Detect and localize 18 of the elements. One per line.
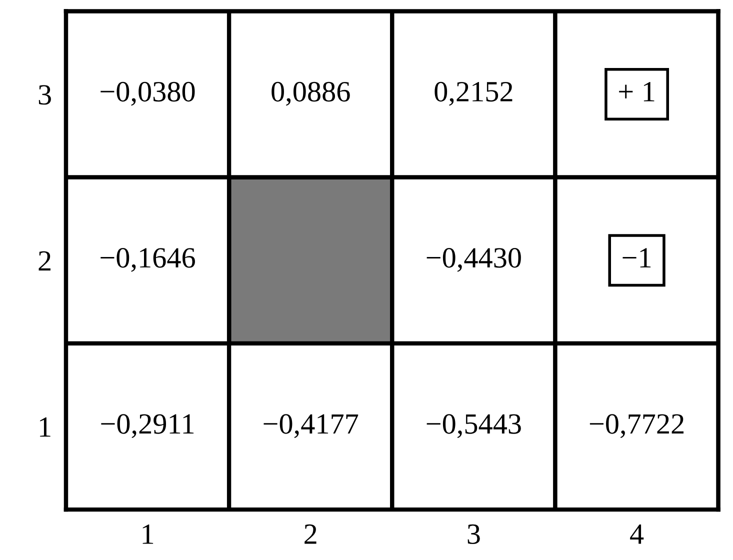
x-tick-label: 3	[468, 524, 480, 544]
data-label: −0,4177	[264, 414, 358, 438]
data-label: −0,4430	[426, 248, 521, 272]
x-tick-label: 2	[304, 524, 316, 544]
data-label: 0,2152	[434, 82, 512, 106]
y-tick-label: 1	[40, 417, 50, 437]
data-label: −0,5443	[426, 414, 521, 438]
data-label: + 1	[619, 82, 654, 102]
data-label: −1	[622, 248, 651, 268]
data-label: −0,0380	[100, 82, 195, 106]
data-label: 0,0886	[272, 82, 350, 106]
data-label: −0,1646	[100, 248, 195, 272]
data-label: −0,7722	[590, 414, 684, 438]
y-tick-label: 2	[38, 251, 50, 271]
x-tick-label: 4	[630, 524, 644, 544]
y-tick-label: 3	[38, 85, 51, 105]
data-label: −0,2911	[101, 414, 194, 438]
x-tick-label: 1	[142, 524, 154, 544]
